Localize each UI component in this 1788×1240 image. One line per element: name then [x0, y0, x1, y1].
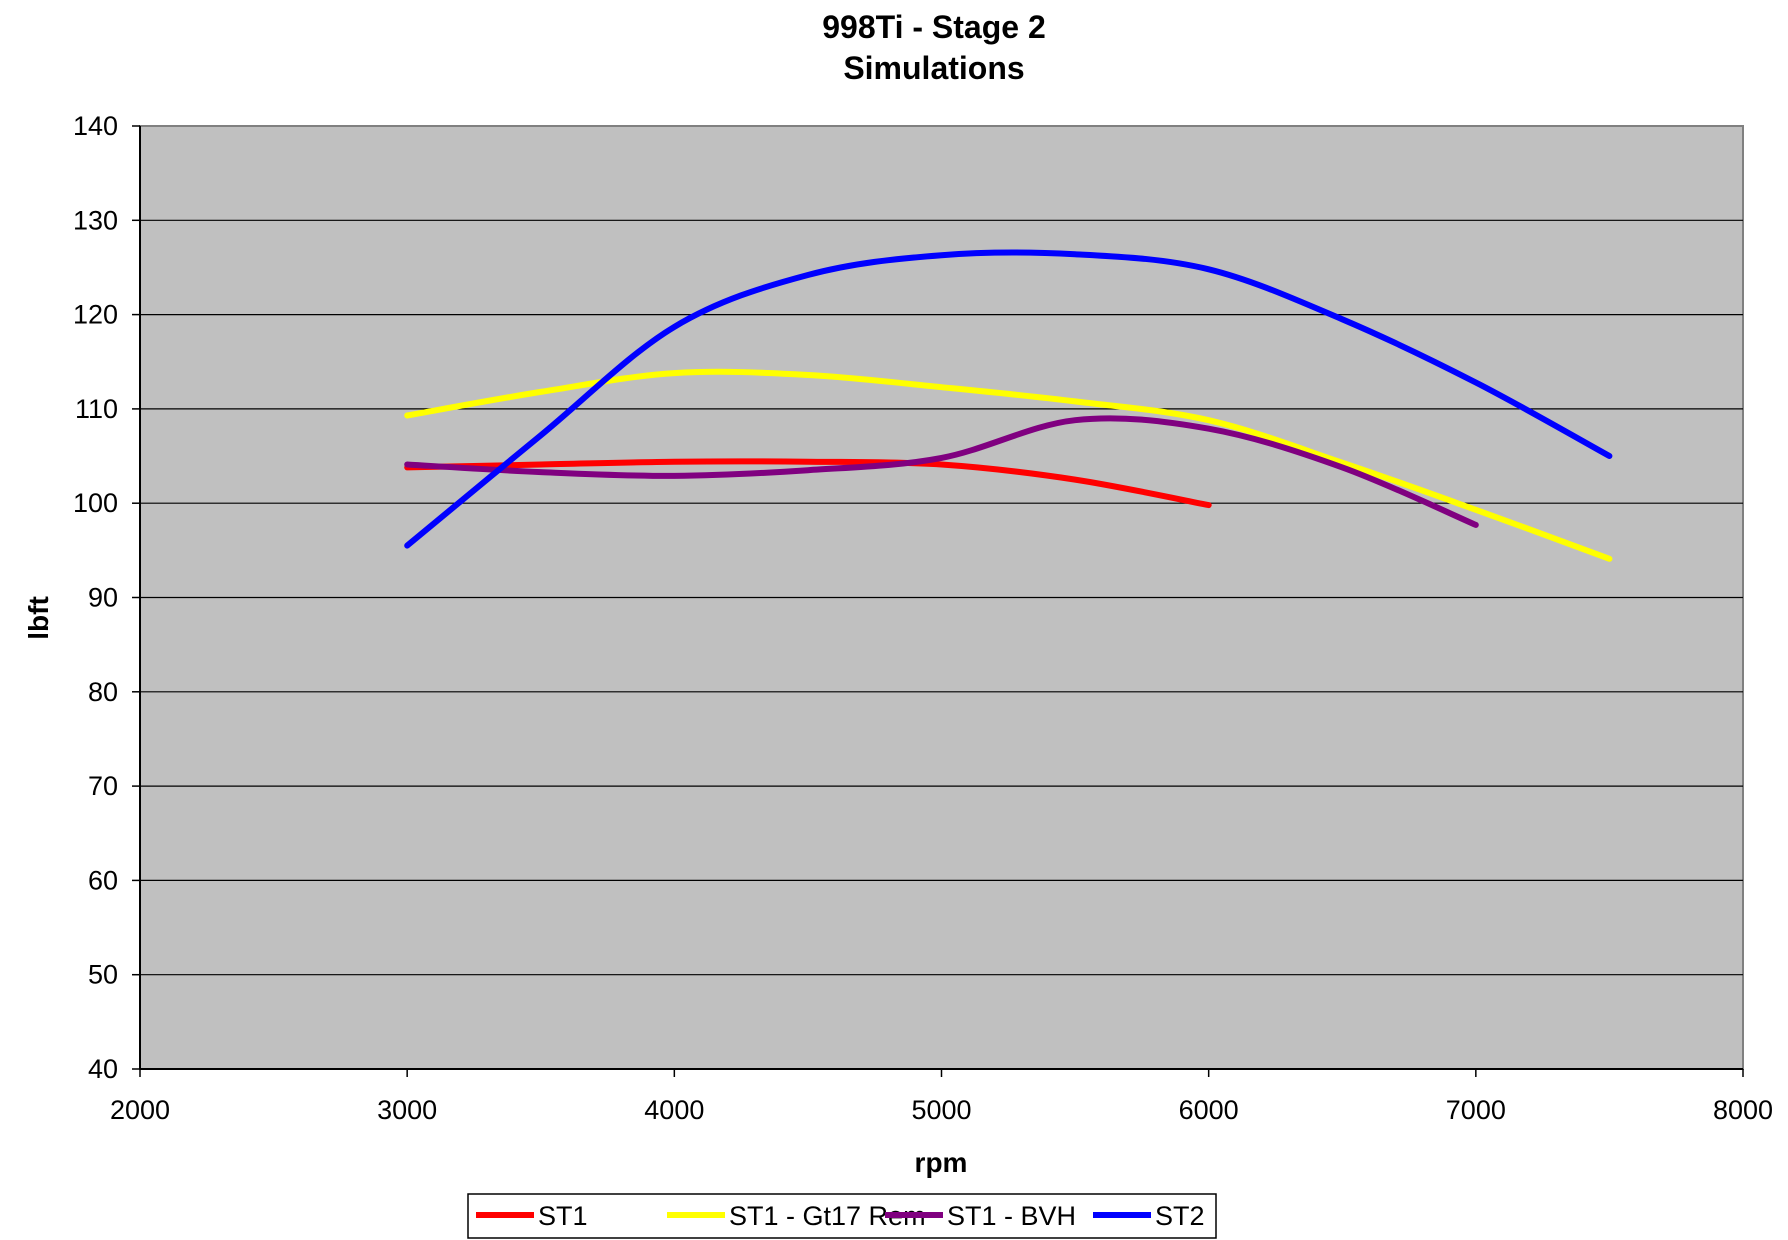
- y-tick-label: 100: [73, 488, 118, 518]
- y-tick-label: 80: [88, 677, 118, 707]
- y-tick-label: 140: [73, 111, 118, 141]
- y-tick-label: 60: [88, 865, 118, 895]
- x-axis-ticks: 2000 3000 4000 5000 6000 7000 8000: [110, 1069, 1773, 1125]
- series-line-4: [404, 249, 1613, 549]
- x-axis-title: rpm: [915, 1147, 968, 1178]
- series-line-3: [404, 415, 1479, 528]
- y-axis-ticks: 140 130 120 110 100 90 80 70 60 50 40: [73, 111, 140, 1084]
- gridlines: [140, 219, 1743, 976]
- y-tick-label: 90: [88, 583, 118, 613]
- legend-label: ST2: [1155, 1201, 1205, 1231]
- x-tick-label: 5000: [911, 1095, 971, 1125]
- x-tick-label: 4000: [644, 1095, 704, 1125]
- y-axis-title: lbft: [23, 596, 54, 640]
- chart-subtitle: Simulations: [843, 50, 1024, 86]
- y-tick-label: 70: [88, 771, 118, 801]
- series-lines: [404, 249, 1613, 562]
- series-line-1: [404, 458, 1212, 509]
- x-tick-label: 2000: [110, 1095, 170, 1125]
- legend-label: ST1: [538, 1201, 588, 1231]
- y-tick-label: 40: [88, 1054, 118, 1084]
- x-tick-label: 8000: [1713, 1095, 1773, 1125]
- y-tick-label: 50: [88, 960, 118, 990]
- y-tick-label: 110: [75, 394, 118, 424]
- y-tick-label: 130: [73, 205, 118, 235]
- chart-title: 998Ti - Stage 2: [822, 9, 1046, 45]
- legend-label: ST1 - BVH: [947, 1201, 1076, 1231]
- y-tick-label: 120: [73, 300, 118, 330]
- legend-box: [467, 1193, 1217, 1239]
- legend: ST1 ST1 - Gt17 Rem ST1 - BVH ST2: [467, 1193, 1217, 1239]
- x-tick-label: 7000: [1446, 1095, 1506, 1125]
- x-tick-label: 6000: [1179, 1095, 1239, 1125]
- x-tick-label: 3000: [377, 1095, 437, 1125]
